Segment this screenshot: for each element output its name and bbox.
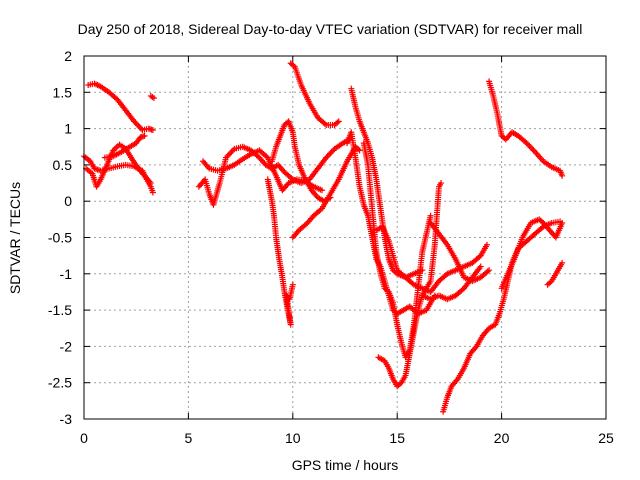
- series-track-2: [147, 92, 157, 102]
- series-track-11: [289, 143, 363, 241]
- series-track-18: [427, 219, 493, 285]
- y-tick-labels: 2 1.5 1 0.5 0 -0.5 -1 -1.5 -2 -2.5 -3: [48, 48, 72, 427]
- data-point: [325, 151, 332, 158]
- y-tick-label: 1.5: [53, 84, 73, 100]
- y-tick-label: -1: [60, 266, 73, 282]
- data-point: [147, 180, 154, 187]
- data-point: [334, 119, 341, 126]
- x-tick-label: 0: [80, 430, 88, 446]
- data-point: [477, 263, 484, 270]
- y-tick-label: 0: [64, 193, 72, 209]
- data-point: [384, 287, 391, 294]
- data-point: [149, 127, 156, 134]
- data-point: [522, 138, 529, 145]
- data-point: [138, 125, 145, 132]
- data-point: [483, 241, 490, 248]
- x-tick-labels: 0 5 10 15 20 25: [80, 430, 614, 446]
- data-point: [227, 150, 234, 157]
- data-point: [133, 121, 140, 128]
- data-point: [547, 279, 554, 286]
- x-axis-title: GPS time / hours: [292, 457, 399, 473]
- x-tick-label: 5: [185, 430, 193, 446]
- series-track-15: [375, 180, 445, 390]
- y-tick-label: -3: [60, 411, 73, 427]
- series-track-1: [85, 80, 156, 134]
- y-tick-label: 2: [64, 48, 72, 64]
- data-point: [559, 219, 566, 226]
- data-point: [141, 132, 148, 139]
- series-track-9: [268, 118, 334, 205]
- data-point: [559, 172, 566, 179]
- x-tick-label: 20: [494, 430, 510, 446]
- plot-frame: [83, 55, 607, 420]
- data-point: [328, 148, 335, 155]
- data-point: [438, 180, 445, 187]
- data-point: [149, 189, 156, 196]
- y-tick-label: 0.5: [53, 157, 73, 173]
- data-point: [317, 206, 324, 213]
- data-point: [319, 187, 326, 194]
- data-point: [396, 380, 403, 387]
- series-track-5: [101, 132, 148, 161]
- x-tick-label: 10: [285, 430, 301, 446]
- y-tick-label: -0.5: [48, 230, 72, 246]
- data-point: [255, 153, 261, 160]
- x-tick-label: 15: [389, 430, 405, 446]
- data-point: [135, 122, 142, 129]
- data-point: [476, 253, 483, 260]
- data-point: [527, 144, 534, 151]
- x-tick-label: 25: [598, 430, 614, 446]
- data-point: [228, 148, 235, 155]
- y-tick-label: -1.5: [48, 302, 72, 318]
- series-track-21: [486, 78, 566, 179]
- data-point: [526, 143, 533, 150]
- y-tick-label: 1: [64, 121, 72, 137]
- chart-title: Day 250 of 2018, Sidereal Day-to-day VTE…: [78, 21, 583, 37]
- series-track-17: [419, 263, 484, 303]
- y-tick-label: -2.5: [48, 375, 72, 391]
- series-track-20: [498, 216, 566, 292]
- series-track-8: [264, 176, 296, 328]
- series-track-10: [287, 60, 342, 128]
- data-point: [486, 267, 493, 274]
- series-track-22: [544, 259, 566, 288]
- data-point: [263, 153, 270, 160]
- data-point: [442, 272, 449, 279]
- data-marks: [81, 60, 566, 415]
- y-axis-title: SDTVAR / TECUs: [7, 182, 23, 294]
- data-point: [327, 150, 334, 157]
- data-point: [150, 95, 157, 102]
- y-tick-label: -2: [60, 338, 73, 354]
- data-point: [427, 212, 434, 219]
- data-point: [538, 224, 545, 231]
- data-point: [335, 118, 342, 125]
- series-track-14: [360, 140, 434, 361]
- data-point: [538, 218, 545, 225]
- data-point: [321, 120, 328, 127]
- data-point: [529, 145, 536, 152]
- data-point: [409, 280, 416, 287]
- data-point: [484, 268, 491, 275]
- data-point: [356, 147, 363, 154]
- data-point: [289, 281, 296, 288]
- data-point: [290, 62, 297, 69]
- data-point: [303, 221, 310, 228]
- data-point: [225, 151, 232, 158]
- data-point: [530, 147, 537, 154]
- data-point: [559, 259, 566, 266]
